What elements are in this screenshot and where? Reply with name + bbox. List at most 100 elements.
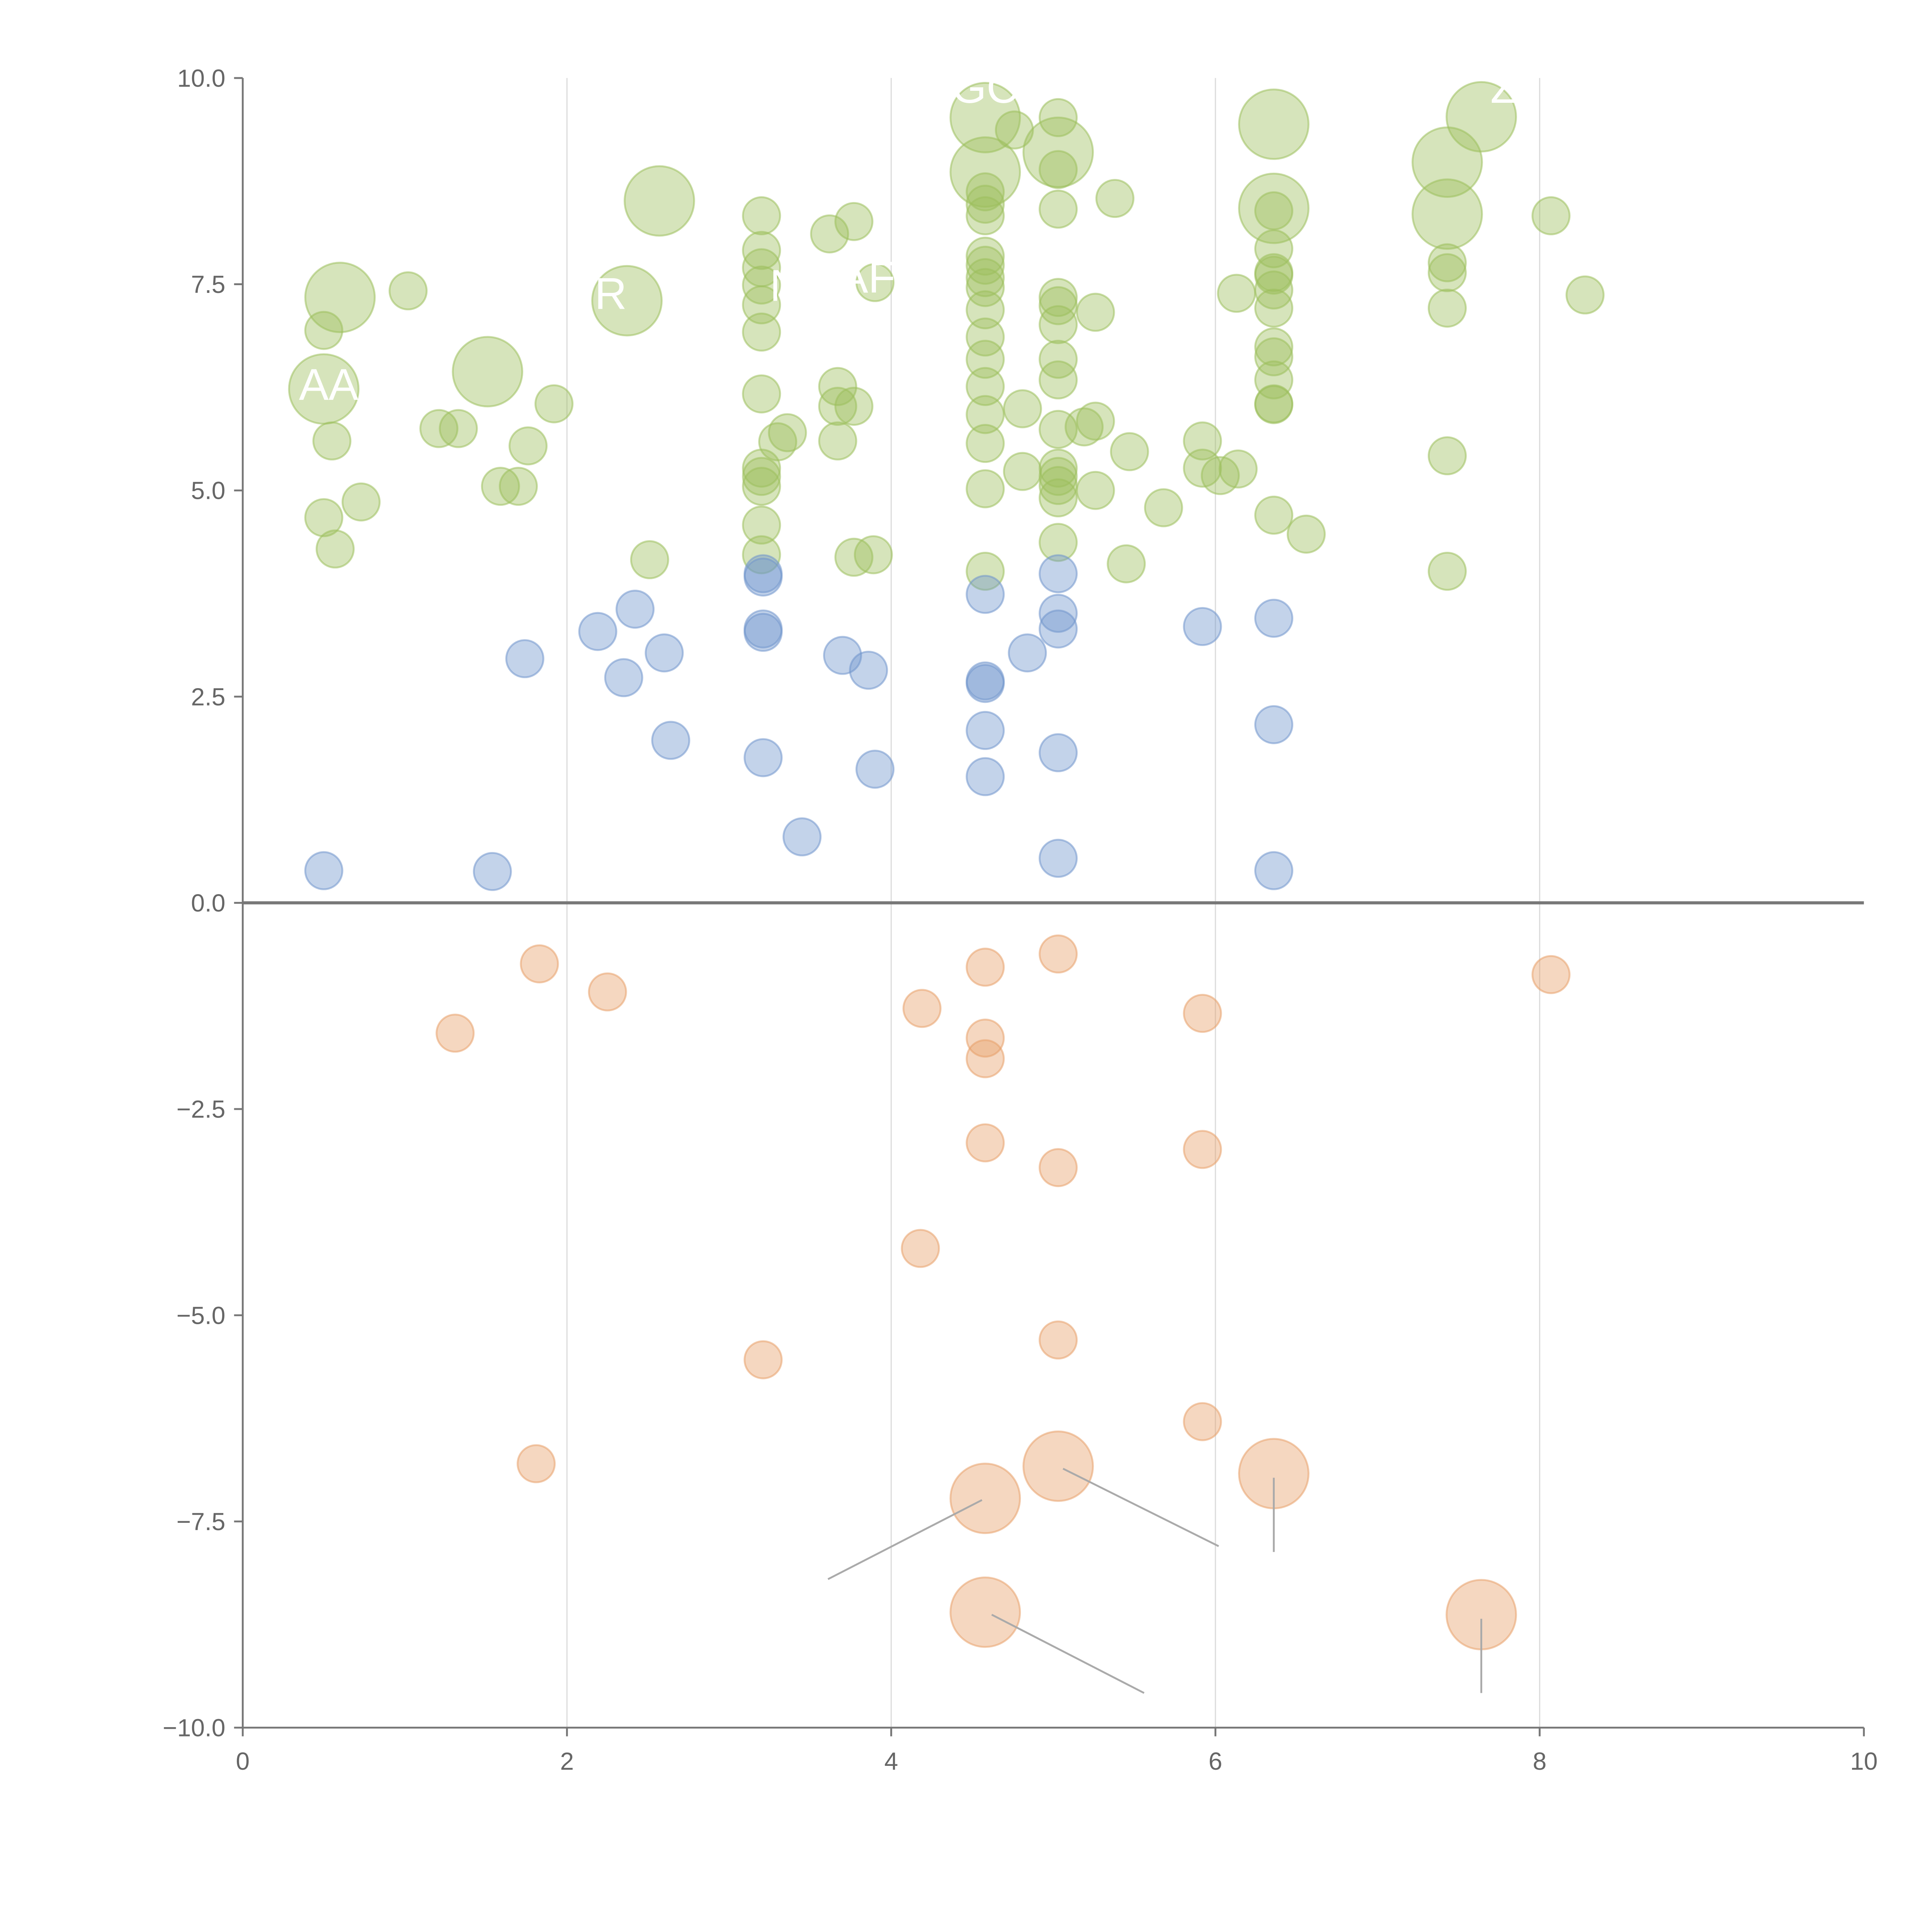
data-point-green bbox=[1254, 191, 1294, 231]
data-point-green bbox=[388, 271, 428, 311]
data-point-green bbox=[1039, 523, 1078, 562]
data-point-green bbox=[966, 290, 1005, 330]
point-label: AF bbox=[838, 253, 895, 302]
data-point-blue bbox=[651, 721, 690, 760]
y-tick-label: 7.5 bbox=[191, 270, 225, 298]
data-point-green bbox=[818, 387, 857, 426]
data-point-blue bbox=[1254, 599, 1294, 638]
data-point-green bbox=[1427, 288, 1467, 328]
data-point-green bbox=[1412, 178, 1483, 250]
data-point-green bbox=[1531, 196, 1571, 235]
data-point-blue bbox=[1183, 607, 1222, 646]
data-point-orange bbox=[1183, 994, 1222, 1033]
data-point-green bbox=[966, 340, 1005, 379]
data-point-green bbox=[1076, 293, 1115, 332]
data-point-green bbox=[1218, 449, 1258, 489]
y-tick-label: −7.5 bbox=[177, 1508, 226, 1536]
y-tick-label: −5.0 bbox=[177, 1301, 226, 1329]
y-tick-label: 5.0 bbox=[191, 477, 225, 505]
data-point-green bbox=[1076, 401, 1115, 441]
data-point-orange bbox=[743, 1340, 783, 1379]
data-point-green bbox=[742, 312, 781, 352]
data-point-green bbox=[1238, 172, 1310, 244]
data-point-green bbox=[742, 505, 781, 545]
data-point-green bbox=[1254, 385, 1294, 424]
data-point-green bbox=[854, 535, 893, 575]
data-point-green bbox=[452, 336, 524, 408]
data-point-green bbox=[1095, 179, 1134, 218]
data-point-green bbox=[1427, 551, 1467, 591]
data-point-green bbox=[1107, 544, 1146, 583]
data-point-green bbox=[509, 426, 548, 466]
data-point-green bbox=[966, 367, 1005, 406]
data-point-blue bbox=[1039, 609, 1078, 649]
data-point-green bbox=[966, 185, 1005, 224]
point-label: AA bbox=[299, 360, 359, 409]
data-point-green bbox=[1254, 327, 1294, 367]
data-point-orange bbox=[1183, 1130, 1222, 1169]
data-point-green bbox=[1427, 243, 1467, 282]
data-point-orange bbox=[966, 1039, 1005, 1078]
data-point-orange bbox=[1183, 1402, 1222, 1441]
data-point-green bbox=[966, 424, 1005, 463]
data-point-orange bbox=[1022, 1430, 1094, 1502]
series-blue bbox=[304, 554, 1294, 891]
data-point-green bbox=[742, 196, 781, 235]
data-point-green bbox=[1039, 457, 1078, 496]
data-point-orange bbox=[520, 944, 559, 983]
data-point-green bbox=[304, 498, 344, 537]
data-point-blue bbox=[1008, 633, 1047, 673]
y-tick-label: −2.5 bbox=[177, 1095, 226, 1123]
data-point-green bbox=[591, 265, 663, 337]
data-point-green bbox=[1238, 88, 1310, 160]
data-point-green bbox=[439, 409, 478, 448]
data-point-green bbox=[742, 285, 781, 325]
data-point-green bbox=[315, 529, 355, 569]
data-point-green bbox=[818, 421, 857, 461]
data-point-green bbox=[1039, 478, 1078, 517]
data-point-blue bbox=[966, 711, 1005, 750]
data-point-green bbox=[949, 82, 1021, 153]
data-point-blue bbox=[473, 852, 512, 891]
data-point-orange bbox=[949, 1463, 1021, 1534]
x-tick-label: 8 bbox=[1533, 1747, 1547, 1775]
data-point-green bbox=[966, 196, 1005, 235]
data-point-green bbox=[1039, 278, 1078, 317]
data-point-blue bbox=[1039, 838, 1078, 878]
data-point-blue bbox=[604, 658, 643, 697]
data-point-orange bbox=[966, 1019, 1005, 1058]
data-point-green bbox=[630, 540, 669, 580]
leader-lines bbox=[827, 1468, 1482, 1694]
data-point-green bbox=[1039, 360, 1078, 400]
x-tick-label: 4 bbox=[884, 1747, 898, 1775]
data-point-green bbox=[1039, 189, 1078, 229]
data-point-green bbox=[1254, 337, 1294, 376]
series-green bbox=[288, 81, 1605, 591]
data-point-green bbox=[966, 395, 1005, 434]
data-point-blue bbox=[578, 612, 617, 651]
data-point-green bbox=[966, 469, 1005, 509]
data-point-blue bbox=[743, 557, 783, 597]
data-point-blue bbox=[966, 575, 1005, 614]
leader-line bbox=[827, 1499, 983, 1580]
data-point-blue bbox=[823, 636, 862, 675]
x-tick-label: 2 bbox=[560, 1747, 574, 1775]
data-point-orange bbox=[902, 989, 942, 1028]
data-point-green bbox=[742, 374, 781, 413]
data-point-green bbox=[966, 172, 1005, 211]
data-point-green bbox=[1065, 407, 1104, 447]
data-point-green bbox=[1003, 452, 1042, 491]
series-orange bbox=[435, 934, 1571, 1651]
data-point-green bbox=[304, 311, 344, 350]
x-tick-label: 10 bbox=[1850, 1747, 1878, 1775]
data-point-orange bbox=[435, 1014, 475, 1053]
y-tick-label: 2.5 bbox=[191, 683, 225, 711]
data-point-orange bbox=[966, 947, 1005, 987]
data-point-blue bbox=[1039, 733, 1078, 772]
data-point-blue bbox=[1039, 554, 1078, 594]
data-point-green bbox=[834, 537, 874, 577]
data-point-blue bbox=[505, 639, 544, 679]
point-label: N bbox=[770, 261, 802, 310]
